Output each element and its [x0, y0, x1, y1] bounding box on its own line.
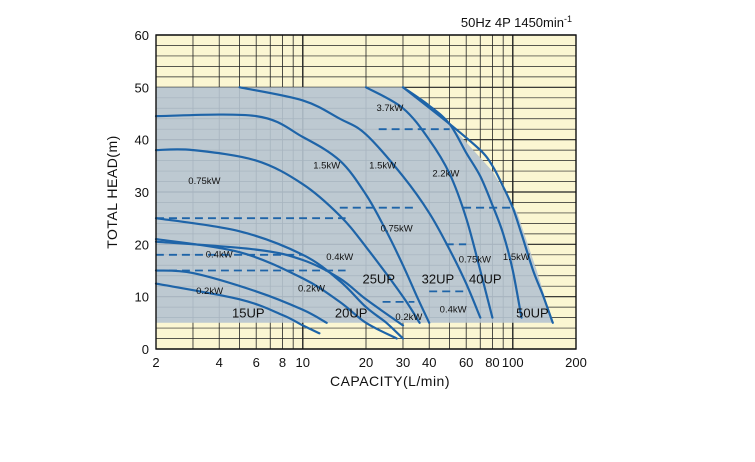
- x-tick-label: 10: [296, 355, 310, 370]
- power-label: 1.5kW: [369, 160, 396, 171]
- y-tick-label: 20: [135, 237, 149, 252]
- power-label: 0.2kW: [298, 283, 325, 294]
- power-label: 1.5kW: [313, 160, 340, 171]
- power-label: 0.4kW: [206, 249, 233, 260]
- power-label: 0.75kW: [459, 255, 491, 266]
- x-tick-label: 100: [502, 355, 524, 370]
- operating-envelope: [156, 87, 553, 323]
- x-axis-title: CAPACITY(L/min): [330, 373, 450, 389]
- performance-curves: [154, 86, 554, 340]
- model-label: 25UP: [362, 272, 395, 287]
- series-line-3: [154, 269, 328, 324]
- power-label: 1.5kW: [503, 252, 530, 263]
- power-label: 0.4kW: [440, 304, 467, 315]
- series-line-7: [238, 86, 482, 319]
- series-line-6: [154, 113, 431, 324]
- x-tick-labels: 2 4 6 8 10 20 30 40 60 80 100 200: [152, 355, 586, 370]
- x-tick-label: 2: [152, 355, 159, 370]
- condition-text: 50Hz 4P 1450min-1: [461, 14, 572, 30]
- power-label: 0.4kW: [326, 252, 353, 263]
- series-line-1: [154, 238, 398, 340]
- series-line-0: [154, 282, 321, 335]
- x-tick-label: 80: [485, 355, 499, 370]
- series-line-9: [401, 86, 523, 319]
- x-tick-label: 40: [422, 355, 436, 370]
- x-tick-label: 6: [253, 355, 260, 370]
- power-label: 0.75kW: [381, 223, 413, 234]
- model-label: 15UP: [232, 306, 265, 321]
- series-line-4: [154, 240, 405, 327]
- x-tick-label: 60: [459, 355, 473, 370]
- model-label: 50UP: [516, 306, 549, 321]
- power-label: 0.2kW: [395, 312, 422, 323]
- y-tick-label: 50: [135, 80, 149, 95]
- plot-frame: [155, 34, 577, 350]
- power-label: 3.7kW: [376, 103, 403, 114]
- x-tick-label: 20: [359, 355, 373, 370]
- series-line-5: [154, 148, 421, 324]
- model-label: 32UP: [422, 272, 455, 287]
- y-tick-label: 60: [135, 28, 149, 43]
- y-tick-label: 30: [135, 185, 149, 200]
- x-tick-label: 200: [565, 355, 587, 370]
- series-line-8: [364, 86, 494, 319]
- model-label: 40UP: [469, 272, 502, 287]
- power-label: 0.2kW: [196, 286, 223, 297]
- y-tick-label: 10: [135, 290, 149, 305]
- y-tick-label: 40: [135, 133, 149, 148]
- series-line-2: [154, 217, 405, 340]
- power-label: 2.2kW: [432, 168, 459, 179]
- series-line-10: [401, 86, 554, 324]
- y-tick-labels: 0 10 20 30 40 50 60: [135, 28, 149, 357]
- model-label: 20UP: [335, 306, 368, 321]
- y-axis-title: TOTAL HEAD(m): [104, 135, 120, 249]
- x-tick-label: 4: [216, 355, 223, 370]
- x-tick-label: 30: [396, 355, 410, 370]
- y-tick-label: 0: [142, 342, 149, 357]
- model-labels: 15UP 20UP 25UP 32UP 40UP 50UP: [232, 272, 549, 321]
- power-label: 0.75kW: [188, 176, 220, 187]
- x-tick-label: 8: [279, 355, 286, 370]
- power-labels: 3.7kW 1.5kW 1.5kW 2.2kW 0.75kW 0.75kW 0.4kW 0.4…: [188, 103, 530, 323]
